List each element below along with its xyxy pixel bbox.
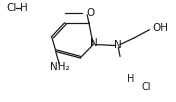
Text: H: H <box>127 74 134 84</box>
Text: Cl: Cl <box>142 82 151 92</box>
Text: H: H <box>20 3 28 13</box>
Text: NH₂: NH₂ <box>50 62 69 72</box>
Text: Cl: Cl <box>7 3 17 13</box>
Text: N: N <box>114 40 122 50</box>
Text: OH: OH <box>152 23 168 33</box>
Text: N: N <box>90 38 98 48</box>
Text: O: O <box>86 8 95 18</box>
